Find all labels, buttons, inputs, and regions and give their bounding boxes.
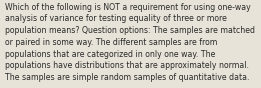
Text: populations have distributions that are approximately normal.: populations have distributions that are … <box>5 61 249 70</box>
Text: populations that are categorized in only one way. The: populations that are categorized in only… <box>5 50 216 59</box>
Text: population means? Question options: The samples are matched: population means? Question options: The … <box>5 26 255 35</box>
Text: The samples are simple random samples of quantitative data.: The samples are simple random samples of… <box>5 73 250 82</box>
Text: analysis of variance for testing equality of three or more: analysis of variance for testing equalit… <box>5 14 227 23</box>
Text: Which of the following is NOT a requirement for using one-way: Which of the following is NOT a requirem… <box>5 3 251 12</box>
Text: or paired in some way. The different samples are from: or paired in some way. The different sam… <box>5 38 218 47</box>
